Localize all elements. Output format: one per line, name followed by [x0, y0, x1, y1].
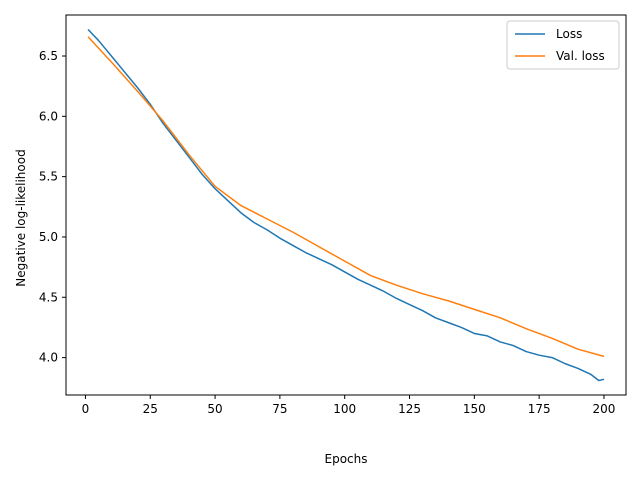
- plot-frame: [65, 14, 627, 396]
- x-axis: 0 25 50 75 100 125 150 175 200: [82, 395, 616, 416]
- series-line-1: [87, 36, 605, 358]
- x-tick-label: 200: [593, 402, 616, 416]
- y-axis-label: Negative log-likelihood: [14, 149, 28, 286]
- x-tick-label: 25: [143, 402, 158, 416]
- x-axis-label: Epochs: [325, 452, 368, 466]
- plot-layer: [87, 28, 605, 382]
- y-tick-label: 5.0: [39, 230, 58, 244]
- legend: Loss Val. loss: [506, 20, 620, 70]
- y-tick-label: 6.0: [39, 109, 58, 123]
- y-tick-label: 4.0: [39, 351, 58, 365]
- y-tick-label: 6.5: [39, 49, 58, 63]
- x-tick-label: 75: [272, 402, 287, 416]
- x-tick-label: 50: [207, 402, 222, 416]
- y-tick-label: 5.5: [39, 170, 58, 184]
- legend-box: [506, 20, 620, 70]
- legend-label-val-loss: Val. loss: [556, 49, 605, 63]
- y-axis: 4.0 4.5 5.0 5.5 6.0 6.5: [39, 49, 66, 365]
- x-tick-label: 125: [398, 402, 421, 416]
- x-tick-label: 150: [463, 402, 486, 416]
- y-tick-label: 4.5: [39, 290, 58, 304]
- x-tick-label: 175: [528, 402, 551, 416]
- x-tick-label: 0: [82, 402, 90, 416]
- x-tick-label: 100: [333, 402, 356, 416]
- series-line-0: [87, 28, 605, 382]
- legend-label-loss: Loss: [556, 27, 582, 41]
